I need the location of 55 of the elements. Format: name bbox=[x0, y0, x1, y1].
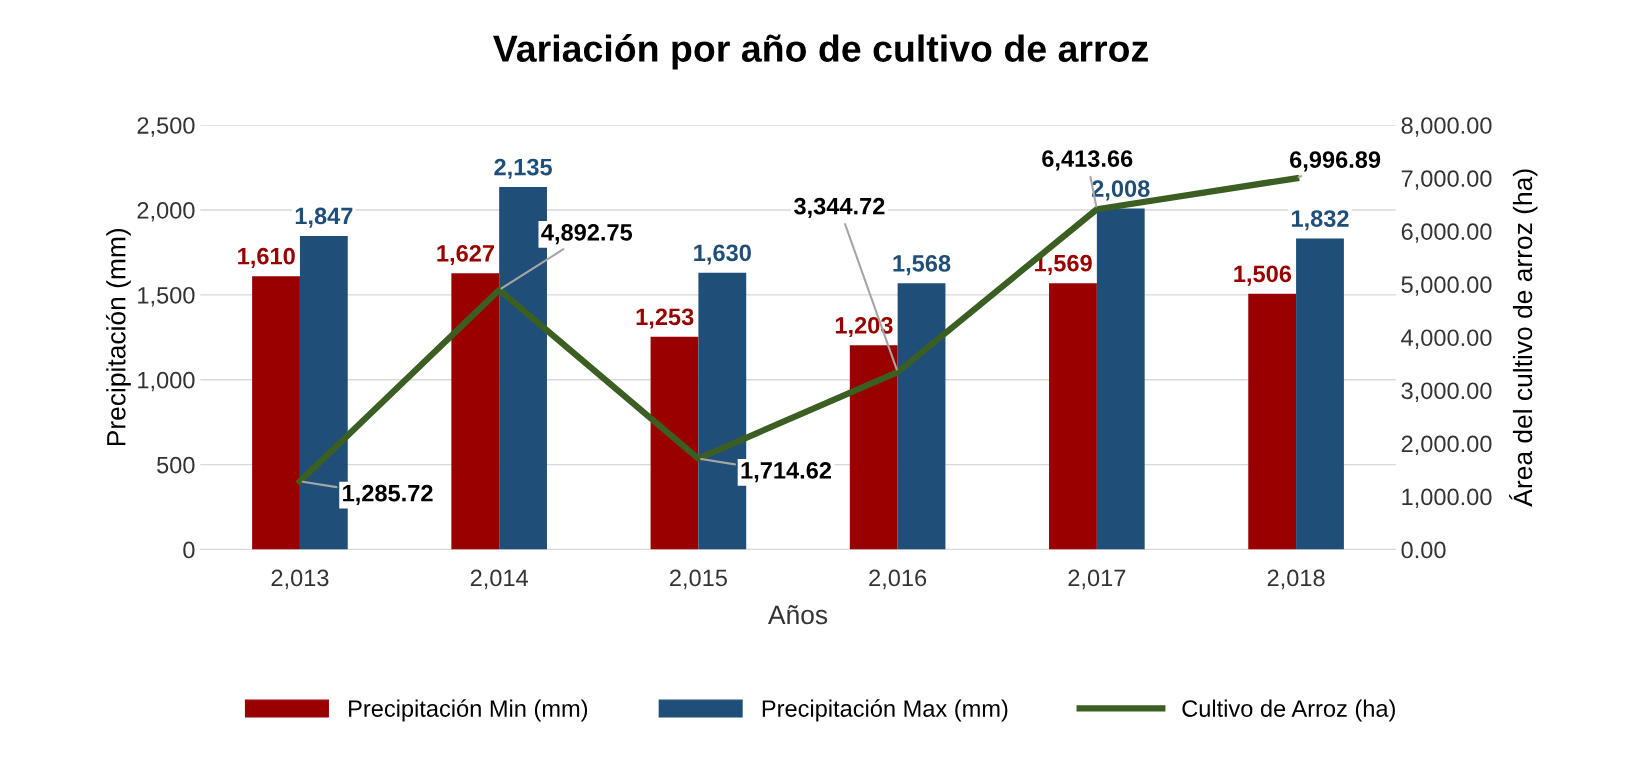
data-label: 2,135 bbox=[494, 158, 552, 179]
data-label: 1,569 bbox=[1035, 254, 1092, 275]
legend-label: Cultivo de Arroz (ha) bbox=[1182, 699, 1395, 722]
y2-tick-label: 5,000.00 bbox=[1401, 276, 1492, 296]
y-tick-label: 1,500 bbox=[138, 286, 195, 307]
x-tick-label: 2,013 bbox=[271, 569, 329, 590]
y2-tick-label: 8,000.00 bbox=[1401, 117, 1492, 137]
y2-axis-title: Área del cultivo de arroz (ha) bbox=[1509, 169, 1538, 507]
bar bbox=[1049, 283, 1097, 550]
y2-tick-label: 0.00 bbox=[1401, 541, 1446, 559]
y2-tick-label: 3,000.00 bbox=[1401, 382, 1492, 402]
y-tick-label: 500 bbox=[157, 456, 195, 474]
data-label: 1,506 bbox=[1234, 265, 1292, 286]
data-label: 4,892.75 bbox=[541, 224, 633, 245]
bar bbox=[849, 345, 898, 550]
y2-tick-label: 6,000.00 bbox=[1401, 223, 1492, 243]
data-label: 1,285.72 bbox=[343, 484, 433, 505]
x-tick-label: 2,018 bbox=[1267, 569, 1325, 590]
data-label: 1,832 bbox=[1291, 210, 1349, 231]
x-tick-label: 2,016 bbox=[869, 569, 927, 590]
bar bbox=[1296, 238, 1344, 550]
y-axis-title: Precipitación (mm) bbox=[105, 228, 131, 446]
data-label: 2,008 bbox=[1092, 180, 1150, 201]
y-tick-label: 0 bbox=[183, 541, 195, 559]
bar bbox=[252, 276, 300, 550]
bar bbox=[650, 336, 699, 550]
x-tick-label: 2,017 bbox=[1068, 569, 1126, 590]
data-label: 1,847 bbox=[295, 207, 353, 228]
legend-label: Precipitación Min (mm) bbox=[349, 699, 588, 722]
bar bbox=[897, 283, 946, 550]
y-tick-label: 2,500 bbox=[137, 117, 195, 137]
data-label: 1,714.62 bbox=[741, 462, 832, 483]
data-label: 1,630 bbox=[694, 244, 751, 265]
x-tick-label: 2,014 bbox=[470, 569, 529, 590]
chart-title: Variación por año de cultivo de arroz bbox=[493, 34, 1148, 70]
data-label: 1,627 bbox=[437, 244, 494, 266]
y-tick-label: 1,000 bbox=[138, 371, 195, 392]
y2-tick-label: 2,000.00 bbox=[1401, 435, 1492, 456]
data-label: 6,413.66 bbox=[1042, 150, 1133, 171]
data-label: 1,568 bbox=[893, 254, 951, 276]
bar bbox=[1096, 208, 1145, 550]
y2-tick-label: 1,000.00 bbox=[1402, 488, 1492, 509]
data-label: 1,203 bbox=[835, 316, 893, 338]
y2-tick-label: 7,000.00 bbox=[1401, 170, 1492, 190]
data-label: 3,344.72 bbox=[794, 197, 885, 218]
y2-tick-label: 4,000.00 bbox=[1401, 329, 1492, 349]
y-tick-label: 2,000 bbox=[137, 202, 195, 222]
data-label: 1,610 bbox=[238, 247, 295, 268]
x-axis-title: Años bbox=[767, 605, 828, 625]
bar bbox=[451, 273, 500, 550]
data-label: 6,996.89 bbox=[1290, 151, 1381, 172]
data-label: 1,253 bbox=[636, 308, 694, 329]
legend-label: Precipitación Max (mm) bbox=[762, 699, 1008, 722]
bar bbox=[1248, 293, 1297, 550]
x-tick-label: 2,015 bbox=[670, 569, 727, 590]
